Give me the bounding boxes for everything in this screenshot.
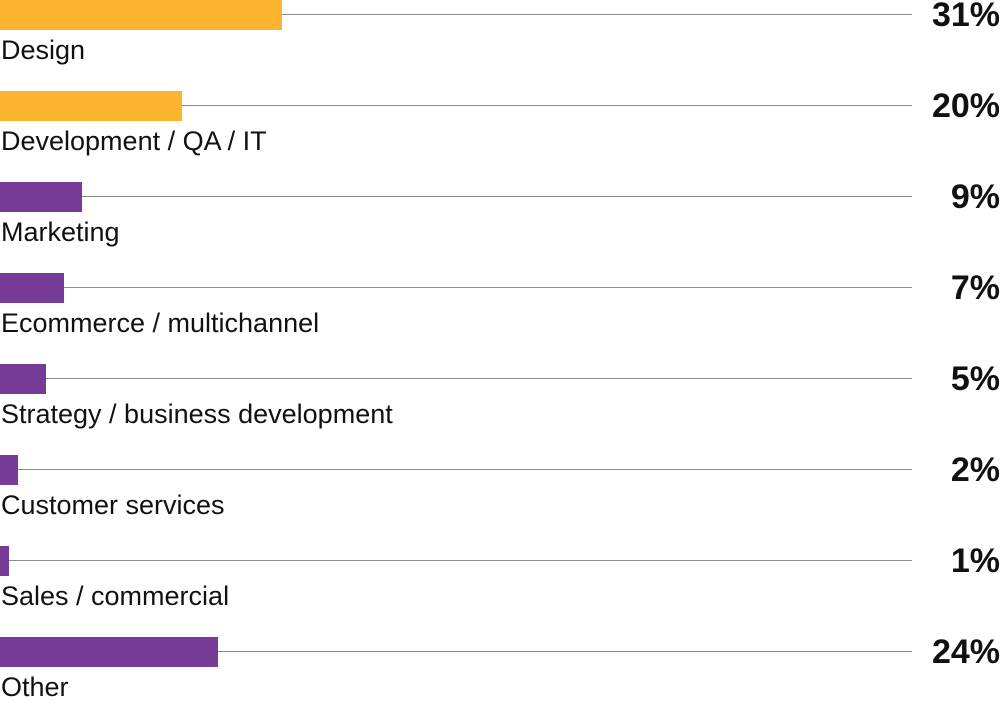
bar [0,182,82,212]
category-label: Marketing [1,217,120,247]
value-label: 1% [950,542,1000,580]
value-label: 7% [950,269,1000,307]
bar [0,0,283,30]
bar-row: 9% Marketing [0,178,1000,273]
bar-row: 31% Design [0,0,1000,91]
guide-line [0,378,912,379]
category-label: Sales / commercial [1,581,230,611]
bar [0,637,219,667]
guide-line [0,14,912,15]
bar [0,91,182,121]
category-label: Design [1,35,86,65]
bar-row: 2% Customer services [0,451,1000,546]
category-label: Development / QA / IT [1,126,267,156]
bar [0,273,64,303]
bar [0,546,10,576]
chart-area: 31% Design 20% Development / QA / IT 9% Marke… [0,0,1000,702]
bar [0,364,46,394]
bar-row: 5% Strategy / business development [0,360,1000,455]
guide-line [0,651,912,652]
category-label: Ecommerce / multichannel [1,308,320,338]
bar-row: 24% Other [0,633,1000,728]
guide-line [0,469,912,470]
guide-line [0,196,912,197]
value-label: 9% [950,178,1000,216]
bar-row: 1% Sales / commercial [0,542,1000,637]
guide-line [0,287,912,288]
value-label: 2% [950,451,1000,489]
value-label: 20% [931,87,1000,125]
category-label: Strategy / business development [1,399,393,429]
value-label: 5% [950,360,1000,398]
bar-row: 7% Ecommerce / multichannel [0,269,1000,364]
guide-line [0,105,912,106]
bar-row: 20% Development / QA / IT [0,87,1000,182]
guide-line [0,560,912,561]
value-label: 24% [931,633,1000,671]
category-label: Other [1,672,69,702]
category-label: Customer services [1,490,225,520]
value-label: 31% [931,0,1000,34]
bar [0,455,19,485]
